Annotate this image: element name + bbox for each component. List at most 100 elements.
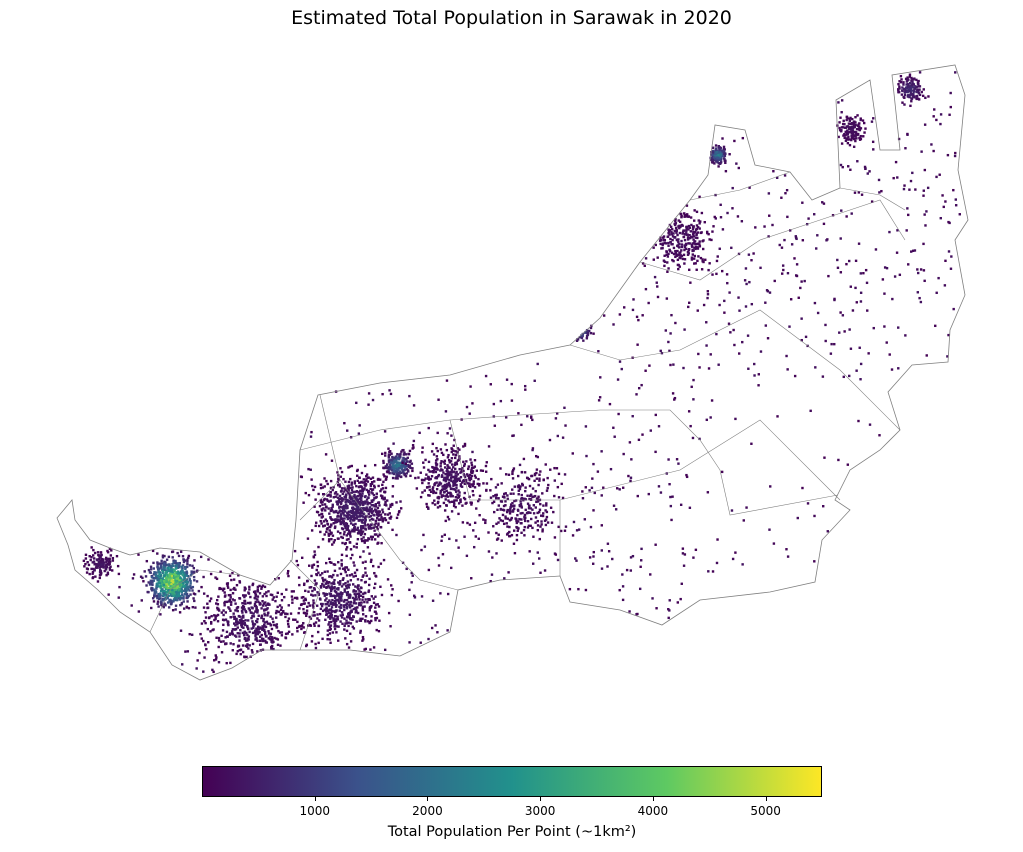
population-point — [450, 434, 453, 437]
population-point — [685, 475, 689, 479]
population-point — [336, 471, 339, 474]
population-point — [859, 117, 862, 120]
population-point — [842, 119, 845, 123]
population-point — [179, 550, 183, 553]
population-point — [584, 425, 588, 428]
population-point — [465, 460, 468, 463]
population-point — [933, 108, 936, 111]
population-point — [848, 328, 851, 331]
population-point — [344, 622, 347, 625]
population-point — [331, 505, 334, 508]
population-point — [504, 500, 507, 503]
population-point — [302, 611, 306, 614]
population-point — [501, 508, 505, 512]
population-point — [351, 486, 354, 489]
population-point — [454, 474, 457, 478]
population-point — [352, 511, 355, 514]
population-point — [335, 599, 338, 602]
population-point — [165, 573, 168, 577]
population-point — [671, 228, 674, 231]
population-point — [536, 519, 539, 523]
population-point — [542, 504, 545, 507]
population-point — [338, 583, 341, 586]
population-point — [251, 614, 254, 618]
population-point — [902, 83, 905, 86]
population-point — [379, 585, 382, 588]
population-point — [360, 471, 364, 475]
population-point — [852, 121, 855, 124]
population-point — [647, 301, 650, 305]
population-point — [336, 493, 339, 496]
population-point — [676, 601, 680, 604]
population-point — [209, 597, 213, 600]
population-point — [511, 472, 514, 476]
population-point — [508, 525, 511, 529]
population-point — [346, 504, 349, 508]
population-point — [310, 593, 313, 596]
population-point — [528, 494, 532, 498]
population-point — [369, 510, 372, 513]
population-point — [667, 608, 670, 611]
population-point — [248, 585, 251, 589]
population-point — [517, 412, 520, 415]
population-point — [472, 482, 475, 486]
population-point — [166, 576, 170, 580]
population-point — [199, 632, 202, 636]
population-point — [177, 594, 180, 598]
population-point — [105, 559, 109, 562]
population-point — [510, 382, 513, 386]
population-point — [471, 489, 474, 493]
population-point — [261, 625, 264, 628]
population-point — [178, 587, 181, 591]
population-point — [463, 442, 467, 446]
population-point — [166, 566, 170, 570]
population-point — [152, 576, 155, 580]
population-point — [137, 610, 141, 613]
population-point — [257, 614, 260, 617]
population-point — [326, 494, 329, 497]
population-point — [364, 500, 367, 503]
population-point — [737, 352, 741, 355]
population-point — [333, 627, 337, 631]
population-point — [847, 165, 850, 168]
population-point — [848, 374, 851, 378]
population-point — [333, 586, 336, 590]
population-point — [315, 510, 319, 514]
population-point — [618, 588, 621, 592]
population-point — [856, 124, 860, 128]
population-point — [359, 533, 363, 537]
population-point — [721, 137, 724, 140]
population-point — [339, 517, 343, 520]
population-point — [917, 92, 921, 95]
population-point — [382, 461, 385, 465]
population-points — [82, 71, 961, 674]
population-point — [313, 550, 316, 553]
population-point — [313, 611, 316, 614]
population-point — [316, 591, 319, 594]
population-point — [501, 513, 505, 517]
population-point — [915, 94, 918, 98]
population-point — [695, 246, 699, 250]
population-point — [373, 463, 377, 467]
population-point — [260, 614, 264, 617]
population-point — [170, 566, 173, 569]
population-point — [340, 585, 344, 588]
population-point — [462, 496, 466, 500]
population-point — [340, 470, 344, 474]
population-point — [528, 550, 531, 553]
population-point — [616, 378, 620, 381]
population-point — [833, 342, 836, 346]
population-point — [263, 614, 267, 617]
population-point — [860, 193, 864, 196]
population-point — [402, 470, 405, 473]
population-point — [244, 623, 247, 627]
population-point — [669, 225, 673, 229]
population-point — [156, 600, 160, 603]
population-point — [346, 590, 350, 594]
population-point — [621, 598, 625, 602]
population-point — [91, 572, 94, 575]
population-point — [338, 506, 341, 509]
population-point — [334, 609, 338, 613]
population-point — [461, 504, 464, 507]
population-point — [664, 329, 668, 332]
